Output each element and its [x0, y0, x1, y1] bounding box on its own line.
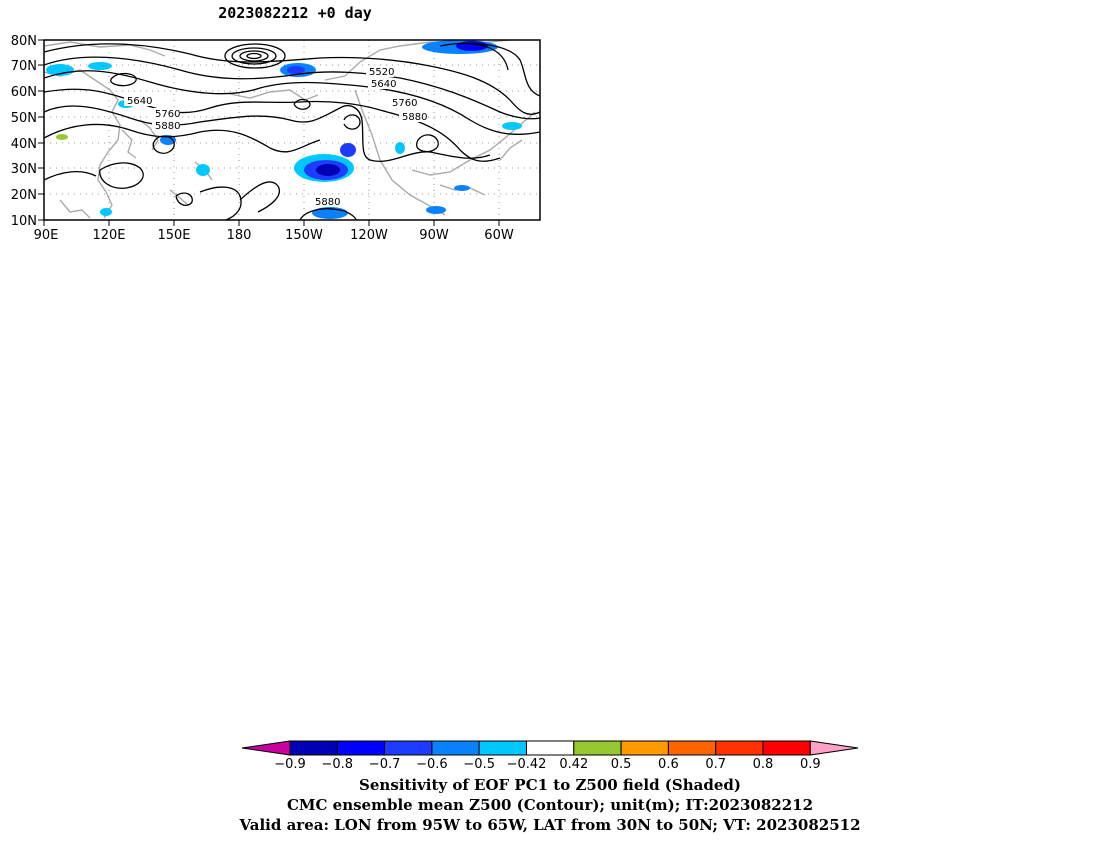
colorbar: −0.9 −0.8 −0.7 −0.6 −0.5 −0.42 0.42 0.5 0.6 0.7 0.… [241, 740, 859, 772]
lon-axis [43, 220, 500, 226]
colorbar-box [573, 740, 622, 756]
caption-valid-area: Valid area: LON from 95W to 65W, LAT fro… [239, 816, 861, 834]
contour-label: 5880 [155, 121, 180, 132]
shaded-field [46, 40, 522, 219]
contour-labels: 5520 5640 5640 5760 5760 5880 5880 5880 [124, 66, 427, 208]
colorbar-boxes [241, 740, 859, 756]
colorbar-label: −0.42 [507, 757, 547, 772]
lon-label: 90E [34, 228, 59, 243]
colorbar-label: −0.6 [416, 757, 448, 772]
lon-label: 150W [285, 228, 323, 243]
contour-label: 5880 [402, 112, 427, 123]
map-panel: 5520 5640 5640 5760 5760 5880 5880 5880 … [11, 34, 541, 243]
map-title: 2023082212 +0 day [218, 4, 372, 22]
contour-label: 5520 [369, 67, 394, 78]
contour-label: 5760 [392, 98, 417, 109]
colorbar-box [336, 740, 386, 756]
colorbar-box [478, 740, 528, 756]
colorbar-box [667, 740, 717, 756]
lon-label: 90W [419, 228, 449, 243]
lon-label: 180 [227, 228, 252, 243]
colorbar-box [620, 740, 669, 756]
colorbar-label: 0.42 [559, 757, 588, 772]
lat-label: 50N [11, 111, 37, 126]
contour-label: 5880 [315, 197, 340, 208]
colorbar-label: −0.7 [369, 757, 401, 772]
lat-label: 70N [11, 59, 37, 74]
lat-label: 60N [11, 85, 37, 100]
colorbar-box [289, 740, 338, 756]
colorbar-high-arrow [809, 740, 859, 756]
contour-label: 5760 [155, 109, 180, 120]
lat-labels: 80N 70N 60N 50N 40N 30N 20N 10N [11, 34, 37, 229]
colorbar-label: 0.9 [800, 757, 821, 772]
colorbar-box [526, 740, 575, 756]
colorbar-label: 0.8 [753, 757, 774, 772]
colorbar-label: 0.6 [658, 757, 679, 772]
lon-labels: 90E 120E 150E 180 150W 120W 90W 60W [34, 228, 514, 243]
colorbar-label: 0.5 [611, 757, 632, 772]
colorbar-labels: −0.9 −0.8 −0.7 −0.6 −0.5 −0.42 0.42 0.5 0.6 0.7 0.… [274, 757, 820, 772]
lat-label: 10N [11, 214, 37, 229]
colorbar-label: 0.7 [705, 757, 726, 772]
colorbar-box [384, 740, 433, 756]
lat-label: 40N [11, 137, 37, 152]
contour-label: 5640 [371, 79, 396, 90]
colorbar-low-arrow [241, 740, 291, 756]
lon-label: 120W [350, 228, 388, 243]
caption-contour: CMC ensemble mean Z500 (Contour); unit(m… [286, 796, 814, 814]
lat-label: 20N [11, 188, 37, 203]
lat-label: 80N [11, 34, 37, 49]
lat-axis [38, 39, 44, 221]
lat-label: 30N [11, 162, 37, 177]
colorbar-box [715, 740, 764, 756]
colorbar-box [762, 740, 811, 756]
colorbar-label: −0.5 [463, 757, 495, 772]
contour-label: 5640 [127, 96, 152, 107]
lon-label: 150E [157, 228, 190, 243]
colorbar-label: −0.8 [322, 757, 354, 772]
colorbar-label: −0.9 [274, 757, 306, 772]
lon-label: 60W [484, 228, 514, 243]
lon-label: 120E [92, 228, 125, 243]
map-frame [43, 39, 541, 221]
caption-shaded: Sensitivity of EOF PC1 to Z500 field (Sh… [359, 776, 741, 794]
colorbar-box [431, 740, 480, 756]
